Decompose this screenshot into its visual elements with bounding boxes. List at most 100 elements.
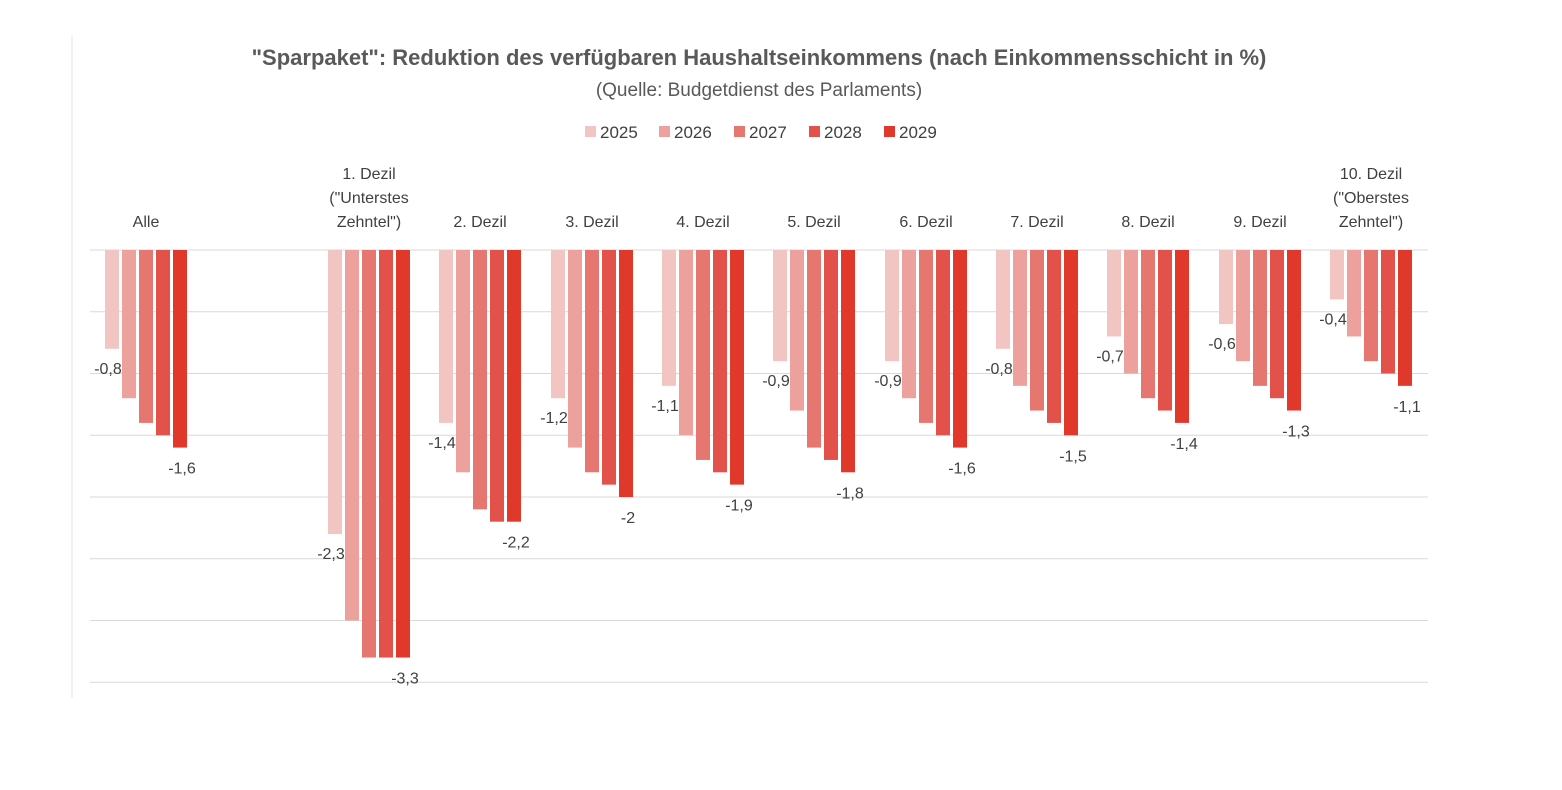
bar-2026-cat-1 bbox=[345, 250, 359, 621]
data-label-2025-cat-7: -0,8 bbox=[985, 361, 1013, 378]
legend-swatch-2028 bbox=[809, 126, 820, 137]
bar-2027-cat-0 bbox=[139, 250, 153, 423]
legend-label-2025: 2025 bbox=[600, 123, 638, 142]
category-label-10: 10. Dezil bbox=[1340, 166, 1402, 183]
data-label-2025-cat-3: -1,2 bbox=[540, 410, 568, 427]
data-label-2025-cat-10: -0,4 bbox=[1319, 311, 1347, 328]
bar-2027-cat-9 bbox=[1253, 250, 1267, 386]
bar-2027-cat-7 bbox=[1030, 250, 1044, 411]
bar-2026-cat-3 bbox=[568, 250, 582, 448]
bar-2026-cat-7 bbox=[1013, 250, 1027, 386]
legend-label-2029: 2029 bbox=[899, 123, 937, 142]
data-label-2025-cat-1: -2,3 bbox=[317, 546, 345, 563]
bar-2028-cat-4 bbox=[713, 250, 727, 473]
bar-2028-cat-6 bbox=[936, 250, 950, 436]
legend-swatch-2025 bbox=[585, 126, 596, 137]
bar-2029-cat-10 bbox=[1398, 250, 1412, 386]
data-label-2029-cat-7: -1,5 bbox=[1059, 448, 1087, 465]
chart-subtitle: (Quelle: Budgetdienst des Parlaments) bbox=[596, 80, 922, 101]
data-label-2029-cat-4: -1,9 bbox=[725, 498, 753, 515]
bar-2026-cat-4 bbox=[679, 250, 693, 436]
data-label-2029-cat-9: -1,3 bbox=[1282, 424, 1310, 441]
bar-2029-cat-8 bbox=[1175, 250, 1189, 423]
bar-2026-cat-10 bbox=[1347, 250, 1361, 337]
gridlines bbox=[90, 249, 1428, 683]
bar-2029-cat-7 bbox=[1064, 250, 1078, 436]
data-label-2029-cat-10: -1,1 bbox=[1393, 399, 1421, 416]
data-label-2029-cat-2: -2,2 bbox=[502, 535, 530, 552]
bar-2029-cat-1 bbox=[396, 250, 410, 658]
bar-2028-cat-9 bbox=[1270, 250, 1284, 399]
bar-2025-cat-6 bbox=[885, 250, 899, 362]
bar-2025-cat-0 bbox=[105, 250, 119, 349]
bar-2027-cat-10 bbox=[1364, 250, 1378, 362]
bar-2025-cat-10 bbox=[1330, 250, 1344, 300]
bar-2025-cat-3 bbox=[551, 250, 565, 399]
data-label-2029-cat-3: -2 bbox=[621, 510, 635, 527]
bar-2028-cat-5 bbox=[824, 250, 838, 460]
category-label-9: 9. Dezil bbox=[1233, 214, 1286, 231]
bar-2029-cat-5 bbox=[841, 250, 855, 473]
data-label-2029-cat-8: -1,4 bbox=[1170, 436, 1198, 453]
data-labels: -0,8 -1,6 -2,3 -3,3 -1,4 -2,2 -1,2 -2 -1,1 -1,9 -0… bbox=[94, 311, 1421, 687]
bar-2029-cat-2 bbox=[507, 250, 521, 522]
category-label-4: 4. Dezil bbox=[676, 214, 729, 231]
data-label-2025-cat-4: -1,1 bbox=[651, 398, 679, 415]
bar-2026-cat-2 bbox=[456, 250, 470, 473]
data-label-2029-cat-0: -1,6 bbox=[168, 461, 196, 478]
bars bbox=[105, 250, 1412, 658]
bar-2026-cat-5 bbox=[790, 250, 804, 411]
data-label-2029-cat-6: -1,6 bbox=[948, 461, 976, 478]
bar-2026-cat-6 bbox=[902, 250, 916, 399]
category-label-6: 6. Dezil bbox=[899, 214, 952, 231]
bar-2025-cat-2 bbox=[439, 250, 453, 423]
bar-2026-cat-8 bbox=[1124, 250, 1138, 374]
category-label-3: 3. Dezil bbox=[565, 214, 618, 231]
bar-2025-cat-5 bbox=[773, 250, 787, 362]
bar-2028-cat-7 bbox=[1047, 250, 1061, 423]
category-label-7: 7. Dezil bbox=[1010, 214, 1063, 231]
category-label-1: 1. Dezil bbox=[342, 166, 395, 183]
bar-2025-cat-4 bbox=[662, 250, 676, 386]
bar-2029-cat-0 bbox=[173, 250, 187, 448]
bar-2028-cat-8 bbox=[1158, 250, 1172, 411]
bar-2028-cat-3 bbox=[602, 250, 616, 485]
bar-2027-cat-5 bbox=[807, 250, 821, 448]
category-labels: Alle 1. Dezil ("Unterstes Zehntel") 2. Dezil… bbox=[133, 166, 1409, 231]
bar-2026-cat-0 bbox=[122, 250, 136, 399]
bar-2029-cat-9 bbox=[1287, 250, 1301, 411]
bar-2025-cat-8 bbox=[1107, 250, 1121, 337]
legend-swatch-2027 bbox=[734, 126, 745, 137]
bar-2027-cat-1 bbox=[362, 250, 376, 658]
bar-2025-cat-7 bbox=[996, 250, 1010, 349]
bar-2028-cat-10 bbox=[1381, 250, 1395, 374]
chart-title: "Sparpaket": Reduktion des verfügbaren H… bbox=[252, 45, 1267, 70]
category-label-2: 2. Dezil bbox=[453, 214, 506, 231]
bar-2026-cat-9 bbox=[1236, 250, 1250, 362]
bar-2029-cat-3 bbox=[619, 250, 633, 497]
bar-2027-cat-6 bbox=[919, 250, 933, 423]
bar-2029-cat-4 bbox=[730, 250, 744, 485]
bar-2027-cat-3 bbox=[585, 250, 599, 473]
legend: 2025 2026 2027 2028 2029 bbox=[585, 123, 937, 142]
category-label-8: 8. Dezil bbox=[1121, 214, 1174, 231]
legend-swatch-2026 bbox=[659, 126, 670, 137]
category-label-10: Zehntel") bbox=[1339, 214, 1403, 231]
category-label-1: Zehntel") bbox=[337, 214, 401, 231]
bar-2027-cat-2 bbox=[473, 250, 487, 510]
legend-label-2027: 2027 bbox=[749, 123, 787, 142]
legend-label-2026: 2026 bbox=[674, 123, 712, 142]
bar-2028-cat-0 bbox=[156, 250, 170, 436]
data-label-2029-cat-1: -3,3 bbox=[391, 671, 419, 688]
category-label-1: ("Unterstes bbox=[329, 190, 408, 207]
category-label-10: ("Oberstes bbox=[1333, 190, 1409, 207]
category-label-5: 5. Dezil bbox=[787, 214, 840, 231]
data-label-2025-cat-6: -0,9 bbox=[874, 373, 902, 390]
legend-label-2028: 2028 bbox=[824, 123, 862, 142]
data-label-2025-cat-9: -0,6 bbox=[1208, 336, 1236, 353]
bar-2027-cat-8 bbox=[1141, 250, 1155, 399]
data-label-2025-cat-2: -1,4 bbox=[428, 435, 456, 452]
bar-2025-cat-1 bbox=[328, 250, 342, 535]
data-label-2025-cat-5: -0,9 bbox=[762, 373, 790, 390]
